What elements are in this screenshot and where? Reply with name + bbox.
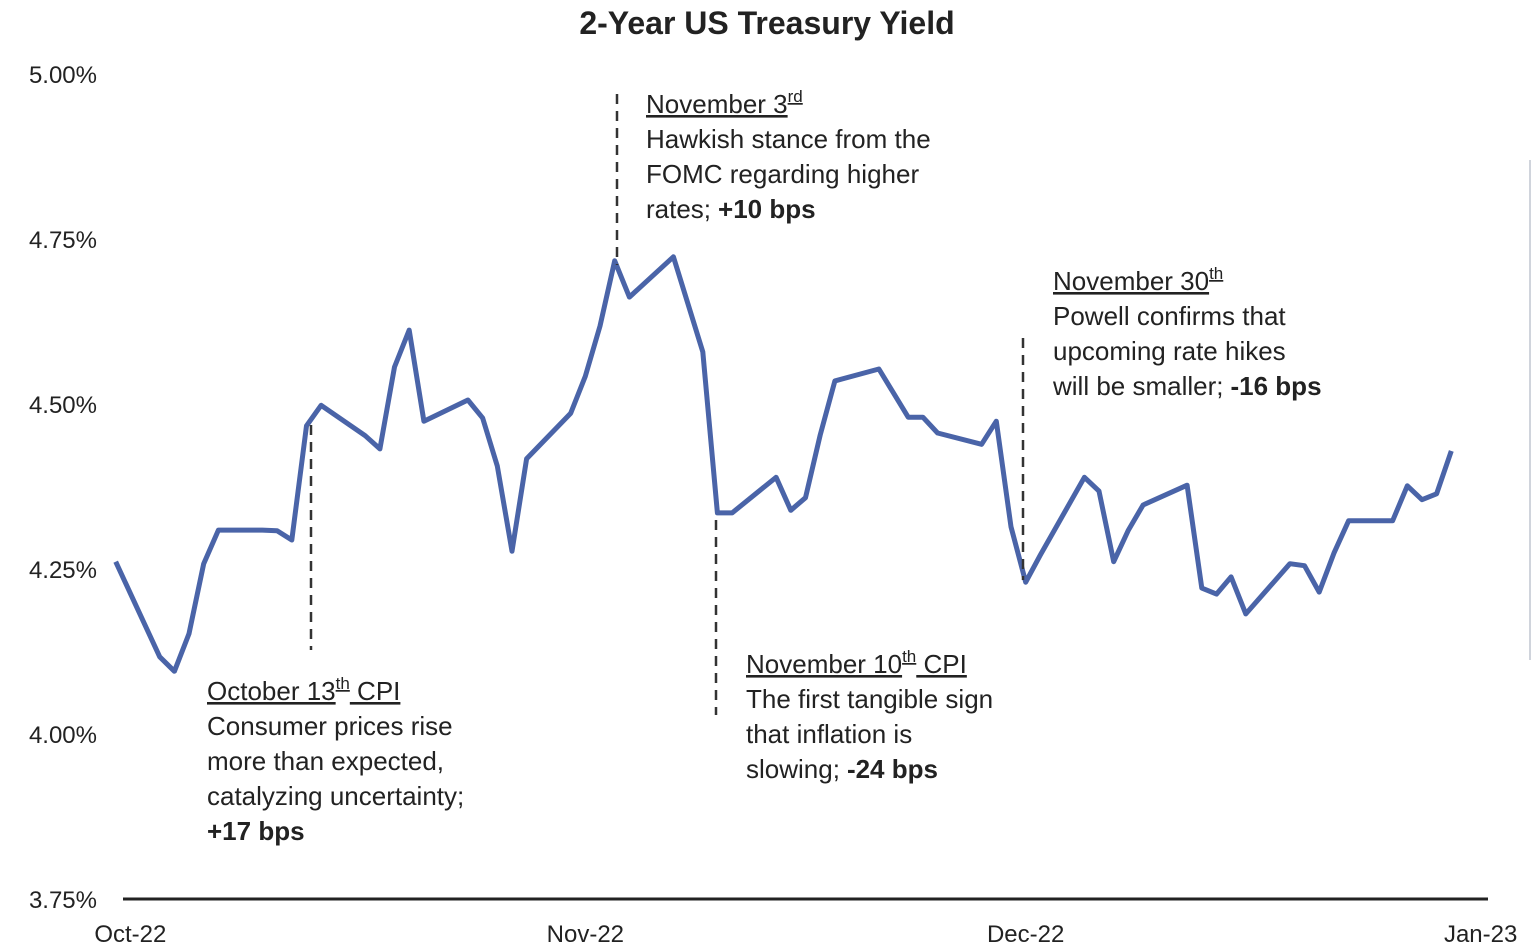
annotation-heading-text: November 3 — [646, 89, 788, 119]
annotation-text: upcoming rate hikes — [1053, 336, 1286, 366]
chart-title: 2-Year US Treasury Yield — [579, 5, 954, 41]
y-tick-label: 4.75% — [29, 227, 97, 254]
annotation-text-line: that inflation is — [746, 719, 912, 749]
annotation-text-line: upcoming rate hikes — [1053, 336, 1286, 366]
annotation-text-line: slowing; — [746, 754, 840, 784]
annotation-heading-text: CPI — [916, 649, 967, 679]
y-tick-label: 4.00% — [29, 722, 97, 749]
annotation-heading: November 3rd — [646, 87, 803, 119]
annotation-text: catalyzing uncertainty; — [207, 781, 464, 811]
annotation-text: will be smaller; -16 bps — [1052, 371, 1322, 401]
annotation-text-line: Hawkish stance from the — [646, 124, 931, 154]
annotation-heading: October 13th CPI — [207, 674, 400, 706]
annotation-text: slowing; -24 bps — [746, 754, 938, 784]
annotation-text: Consumer prices rise — [207, 711, 453, 741]
x-tick-label: Jan-23 — [1444, 921, 1517, 948]
annotation-heading: November 30th — [1053, 264, 1223, 296]
annotation-text-line: catalyzing uncertainty; — [207, 781, 464, 811]
annotation-change: +10 bps — [718, 194, 816, 224]
annotation-text: Hawkish stance from the — [646, 124, 931, 154]
annotation-heading-text: October 13 — [207, 676, 336, 706]
annotation-heading-text: November 10 — [746, 649, 902, 679]
annotation-change: -24 bps — [847, 754, 938, 784]
annotation-superscript: rd — [788, 87, 803, 106]
annotation-text-line: will be smaller; — [1052, 371, 1224, 401]
x-tick-label: Dec-22 — [987, 921, 1064, 948]
annotation-superscript: th — [902, 647, 916, 666]
annotation-change: -16 bps — [1231, 371, 1322, 401]
annotation-heading-text: November 30 — [1053, 266, 1209, 296]
annotation-text-line: The first tangible sign — [746, 684, 993, 714]
annotation-text-line: more than expected, — [207, 746, 444, 776]
annotation-text-line: rates; — [646, 194, 711, 224]
x-tick-label: Nov-22 — [547, 921, 624, 948]
annotation-text-line: FOMC regarding higher — [646, 159, 919, 189]
annotation-text: Powell confirms that — [1053, 301, 1286, 331]
y-tick-label: 4.25% — [29, 557, 97, 584]
yield-line — [113, 254, 1454, 674]
y-tick-label: 5.00% — [29, 62, 97, 89]
annotation-text: FOMC regarding higher — [646, 159, 919, 189]
annotation-text: more than expected, — [207, 746, 444, 776]
annotation-change: +17 bps — [207, 816, 305, 846]
x-tick-label: Oct-22 — [94, 921, 166, 948]
annotation-text-line: Powell confirms that — [1053, 301, 1286, 331]
annotation-superscript: th — [1209, 264, 1223, 283]
annotation-text: that inflation is — [746, 719, 912, 749]
y-tick-label: 4.50% — [29, 392, 97, 419]
annotation-text-line: Consumer prices rise — [207, 711, 453, 741]
annotation-text: rates; +10 bps — [646, 194, 816, 224]
annotation-superscript: th — [336, 674, 350, 693]
y-tick-label: 3.75% — [29, 887, 97, 914]
annotation-text: The first tangible sign — [746, 684, 993, 714]
annotation-heading-text: CPI — [350, 676, 401, 706]
annotation-heading: November 10th CPI — [746, 647, 967, 679]
